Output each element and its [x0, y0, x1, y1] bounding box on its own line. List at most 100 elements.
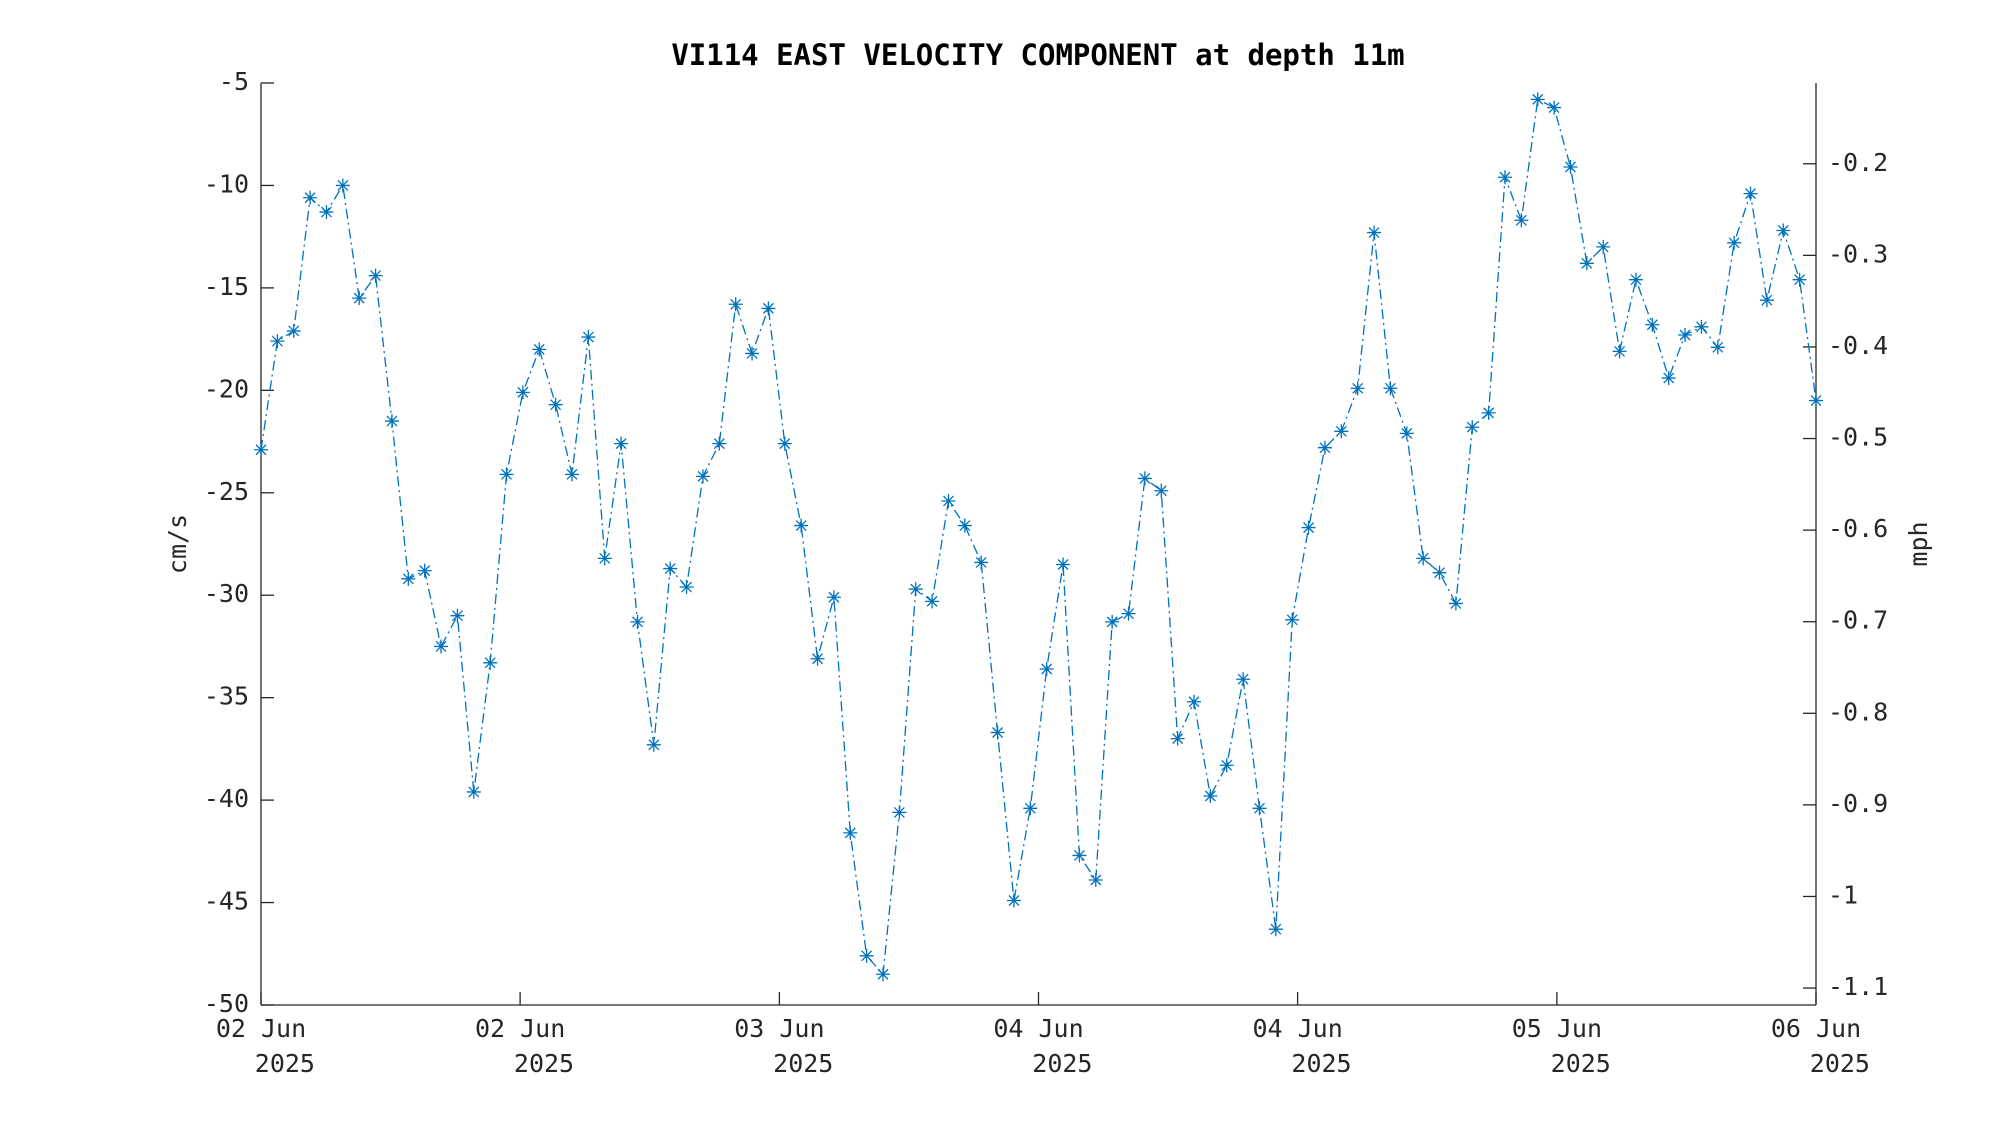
y-tick-label: -10 [204, 169, 249, 198]
x-tick-label: 05 Jun [1512, 1014, 1602, 1043]
data-marker [286, 323, 301, 338]
x-tick-label: 06 Jun [1771, 1014, 1861, 1043]
x-tick-sublabel: 2025 [1551, 1049, 1611, 1078]
data-marker [1710, 340, 1725, 355]
x-tick-sublabel: 2025 [514, 1049, 574, 1078]
data-marker [843, 825, 858, 840]
data-marker [1088, 873, 1103, 888]
data-marker [532, 342, 547, 357]
y-tick-label: -20 [204, 374, 249, 403]
data-marker [401, 571, 416, 586]
data-marker [1514, 213, 1529, 228]
x-tick-label: 04 Jun [1252, 1014, 1342, 1043]
data-marker [450, 608, 465, 623]
data-marker [614, 436, 629, 451]
data-marker [1252, 801, 1267, 816]
data-marker [1350, 381, 1365, 396]
data-marker [565, 467, 579, 482]
data-marker [303, 190, 318, 205]
data-marker [892, 805, 907, 820]
data-marker [1776, 223, 1791, 238]
x-tick-label: 02 Jun [475, 1014, 565, 1043]
data-marker [1039, 661, 1054, 676]
data-marker [810, 651, 825, 666]
y2-tick-label: -0.7 [1828, 606, 1888, 635]
data-marker [1530, 92, 1545, 107]
data-marker [728, 297, 743, 312]
x-tick-sublabel: 2025 [1032, 1049, 1092, 1078]
data-marker [777, 436, 792, 451]
data-marker [745, 346, 760, 361]
data-marker [1105, 614, 1120, 629]
x-tick-sublabel: 2025 [773, 1049, 833, 1078]
y2-tick-label: -0.4 [1828, 331, 1888, 360]
data-marker [384, 414, 399, 429]
y2-tick-label: -0.8 [1828, 697, 1888, 726]
data-marker [1154, 483, 1169, 498]
data-marker [335, 178, 350, 193]
y-tick-label: -50 [204, 989, 249, 1018]
data-marker [876, 967, 890, 982]
data-marker [417, 563, 432, 578]
data-marker [1006, 893, 1021, 908]
x-tick-sublabel: 2025 [1810, 1049, 1870, 1078]
y-tick-label: -45 [204, 887, 249, 916]
data-marker [581, 330, 596, 345]
data-marker [1170, 731, 1185, 746]
y-tick-label: -5 [219, 67, 249, 96]
data-marker [270, 334, 285, 349]
data-marker [1645, 317, 1660, 332]
data-marker [597, 551, 612, 566]
data-marker [679, 580, 694, 595]
data-marker [1203, 789, 1218, 804]
data-marker [630, 614, 645, 629]
x-tick-label: 03 Jun [734, 1014, 824, 1043]
data-marker [1432, 565, 1447, 580]
data-marker [1137, 471, 1152, 486]
data-marker [1416, 551, 1431, 566]
data-marker [499, 467, 514, 482]
data-marker [1547, 100, 1562, 115]
data-marker [1628, 272, 1643, 287]
data-marker [434, 639, 449, 654]
data-marker [859, 948, 874, 963]
data-marker [1498, 170, 1512, 185]
data-marker [794, 518, 809, 533]
data-marker [1481, 405, 1496, 420]
data-marker [826, 590, 841, 605]
data-marker [712, 436, 727, 451]
y-tick-label: -40 [204, 784, 249, 813]
y2-tick-label: -1 [1828, 880, 1858, 909]
data-marker [319, 205, 334, 220]
data-marker [368, 268, 383, 283]
y-axis-label: cm/s [163, 514, 192, 574]
data-marker [1465, 420, 1480, 435]
data-marker [1219, 758, 1234, 773]
chart-title: VI114 EAST VELOCITY COMPONENT at depth 1… [671, 38, 1404, 72]
data-marker [908, 582, 923, 597]
data-marker [1399, 426, 1414, 441]
y2-tick-label: -0.3 [1828, 239, 1888, 268]
data-marker [1694, 319, 1709, 334]
data-marker [1612, 344, 1627, 359]
data-marker [1334, 424, 1349, 439]
data-marker [695, 469, 710, 484]
data-marker [1236, 672, 1251, 687]
y2-tick-label: -1.1 [1828, 972, 1888, 1001]
data-marker [663, 561, 678, 576]
data-marker [941, 493, 956, 508]
data-marker [1563, 160, 1578, 175]
y-tick-label: -15 [204, 272, 249, 301]
y-tick-label: -30 [204, 579, 249, 608]
data-marker [466, 784, 481, 799]
y2-axis-label: mph [1904, 521, 1933, 566]
data-marker [1121, 606, 1136, 621]
data-marker [1792, 272, 1807, 287]
data-marker [1727, 235, 1742, 250]
data-marker [1367, 225, 1382, 240]
data-marker [1301, 520, 1316, 535]
y2-tick-label: -0.6 [1828, 514, 1888, 543]
x-tick-label: 02 Jun [216, 1014, 306, 1043]
y2-tick-label: -0.9 [1828, 789, 1888, 818]
